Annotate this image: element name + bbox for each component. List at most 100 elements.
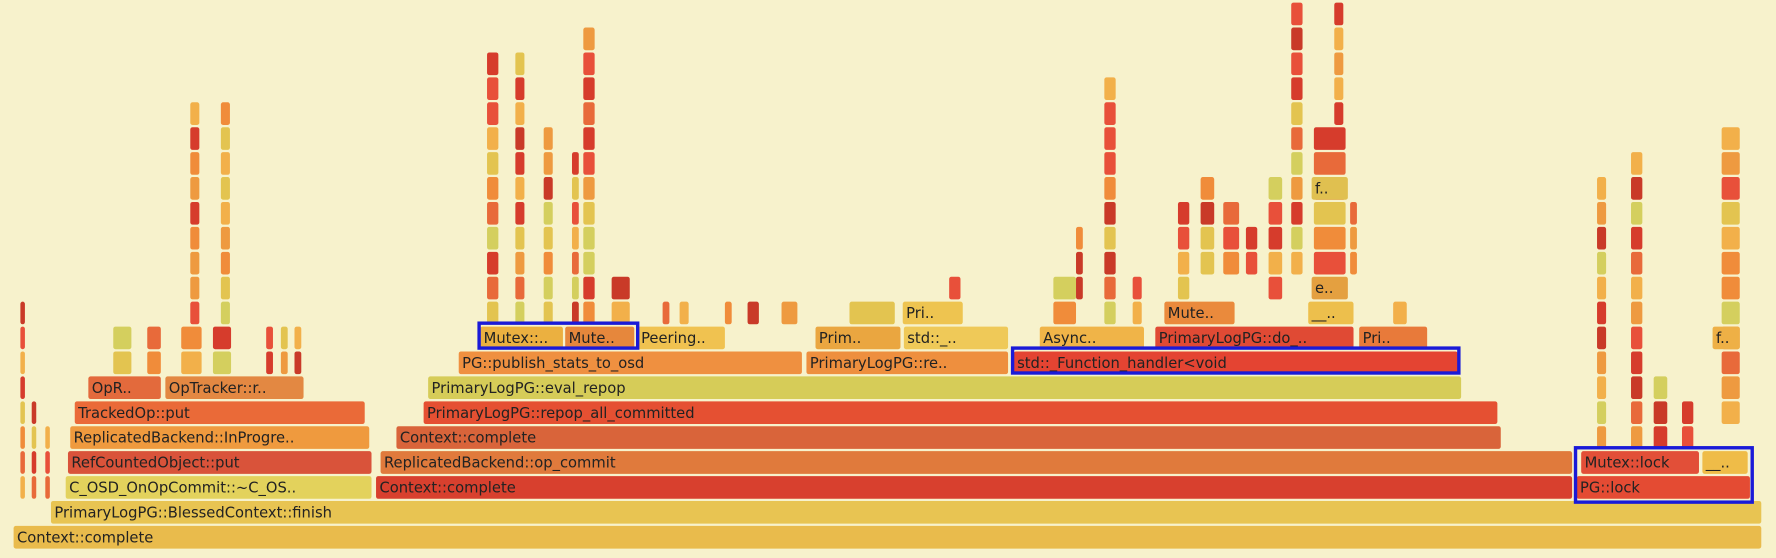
- frame-label: Mute..: [1168, 305, 1214, 322]
- frame: [20, 401, 25, 424]
- frame-label: Prim..: [819, 330, 861, 347]
- frame: [1291, 177, 1303, 200]
- frame: [31, 476, 37, 499]
- frame: [487, 226, 499, 250]
- frame-label: PrimaryLogPG::eval_repop: [432, 380, 626, 397]
- frame: [1597, 401, 1607, 424]
- frame: [458, 351, 802, 375]
- frame: [1721, 127, 1740, 150]
- frame: [487, 52, 499, 76]
- frame: [1268, 201, 1283, 225]
- frame-label: Mute..: [569, 330, 615, 347]
- frame: [1597, 177, 1607, 200]
- frame-label: std::_..: [907, 330, 956, 347]
- frame: [1597, 351, 1607, 375]
- frame: [1053, 301, 1077, 325]
- frame: [1268, 177, 1283, 200]
- frame: [190, 152, 200, 175]
- frame: [583, 127, 595, 150]
- frame: [1104, 177, 1116, 200]
- frame: [1631, 401, 1643, 424]
- highlight-box: [1010, 346, 1461, 375]
- frame-label: ReplicatedBackend::InProgre..: [74, 430, 295, 447]
- frame: [1681, 426, 1694, 449]
- frame: [376, 476, 1573, 499]
- frame: [280, 351, 288, 375]
- frame: [565, 326, 635, 350]
- frame: [31, 401, 37, 424]
- frame: [1104, 201, 1116, 225]
- frame: [1653, 401, 1668, 424]
- frame: [1631, 251, 1643, 275]
- frame: [190, 177, 200, 200]
- frame: [1200, 177, 1215, 200]
- frame: [1313, 251, 1346, 275]
- frame: [428, 376, 1462, 400]
- frame: [487, 102, 499, 125]
- frame: [487, 77, 499, 101]
- frame: [74, 401, 365, 424]
- frame: [1177, 201, 1190, 225]
- frame: [1334, 77, 1344, 101]
- frame-label: e..: [1315, 280, 1333, 297]
- frame: [1155, 326, 1354, 350]
- frame: [1104, 276, 1116, 300]
- frame: [266, 326, 273, 350]
- frame: [1164, 301, 1235, 325]
- frame: [480, 326, 563, 350]
- frame: [1631, 226, 1643, 250]
- frame-label: f..: [1315, 181, 1328, 198]
- frame: [1313, 226, 1346, 250]
- frame: [1721, 226, 1740, 250]
- frame: [637, 326, 725, 350]
- frame: [1076, 251, 1083, 275]
- frame: [515, 152, 525, 175]
- frame: [1581, 451, 1699, 474]
- frame: [515, 77, 525, 101]
- frame: [266, 351, 273, 375]
- frame: [515, 301, 525, 325]
- frame: [212, 351, 232, 375]
- frame: [1291, 102, 1303, 125]
- frame-label: Pri..: [1363, 330, 1391, 347]
- frame: [1177, 226, 1190, 250]
- frame: [583, 177, 595, 200]
- frame: [1223, 226, 1240, 250]
- frame: [543, 127, 553, 150]
- frame: [543, 152, 553, 175]
- highlight-box: [1573, 446, 1754, 504]
- frame: [1104, 102, 1116, 125]
- frame: [1702, 451, 1748, 474]
- frame: [1177, 251, 1190, 275]
- frame: [220, 301, 230, 325]
- frame: [1653, 376, 1668, 400]
- frame: [543, 177, 553, 200]
- frame: [50, 501, 1762, 524]
- frame: [583, 276, 595, 300]
- frame: [220, 201, 230, 225]
- frame: [1597, 226, 1607, 250]
- frame: [88, 376, 161, 400]
- frame: [165, 376, 304, 400]
- frame-label: PG::publish_stats_to_osd: [462, 355, 644, 372]
- frame-label: C_OSD_OnOpCommit::~C_OS..: [69, 480, 296, 497]
- frame: [583, 27, 595, 51]
- frame: [20, 351, 25, 375]
- frame: [294, 351, 302, 375]
- frame: [1245, 251, 1258, 275]
- frame: [1311, 276, 1348, 300]
- frame: [1291, 201, 1303, 225]
- frame: [1245, 226, 1258, 250]
- frame: [1721, 201, 1740, 225]
- frame: [1721, 301, 1740, 325]
- frame: [147, 326, 161, 350]
- frame: [1104, 226, 1116, 250]
- frame-label: f..: [1716, 330, 1729, 347]
- frame: [1721, 351, 1740, 375]
- frame: [20, 451, 25, 474]
- frame: [1393, 301, 1407, 325]
- frame: [1076, 276, 1083, 300]
- frame: [1721, 251, 1740, 275]
